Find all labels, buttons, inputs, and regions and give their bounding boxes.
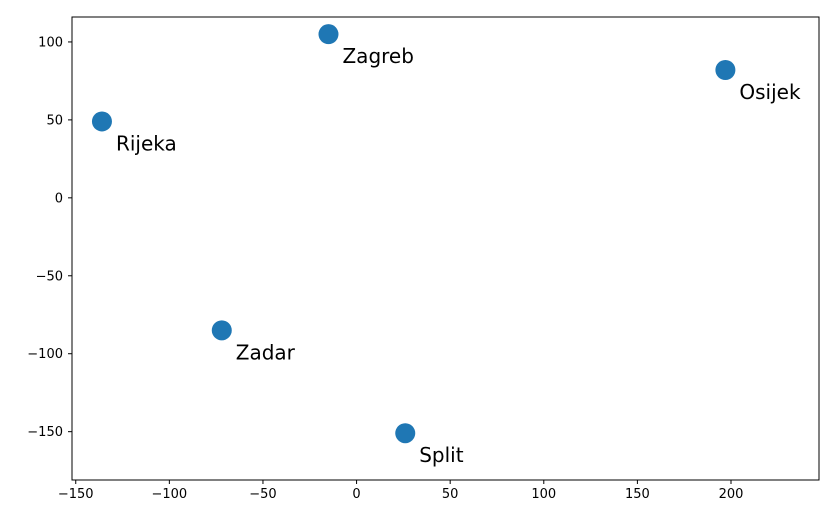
x-tick-label: −100 [151,487,187,502]
y-tick-label: 100 [38,35,63,50]
point-labels: Zagreb Osijek Rijeka Zadar Split [116,44,801,467]
data-points [91,24,736,444]
point-label-rijeka: Rijeka [116,131,177,155]
x-tick-label: −150 [58,487,94,502]
x-tick-label: −50 [249,487,276,502]
point-label-split: Split [419,443,464,467]
x-tick-label: 200 [719,487,744,502]
data-point-split [395,423,416,444]
point-label-osijek: Osijek [739,80,801,104]
y-tick-label: 0 [55,191,63,206]
x-axis: −150 −100 −50 0 50 100 150 200 [58,480,744,502]
y-axis: −150 −100 −50 0 50 100 [27,35,72,440]
x-tick-label: 50 [442,487,459,502]
plot-frame [71,16,820,481]
point-label-zadar: Zadar [236,340,296,364]
data-point-zadar [211,320,232,341]
y-tick-label: 50 [46,113,63,128]
data-point-zagreb [318,24,339,45]
x-tick-label: 0 [352,487,360,502]
y-tick-label: −150 [27,425,63,440]
point-label-zagreb: Zagreb [342,44,413,68]
x-tick-label: 100 [531,487,556,502]
data-point-osijek [715,60,736,81]
y-tick-label: −100 [27,347,63,362]
data-point-rijeka [91,111,112,132]
y-tick-label: −50 [36,269,63,284]
x-tick-label: 150 [625,487,650,502]
